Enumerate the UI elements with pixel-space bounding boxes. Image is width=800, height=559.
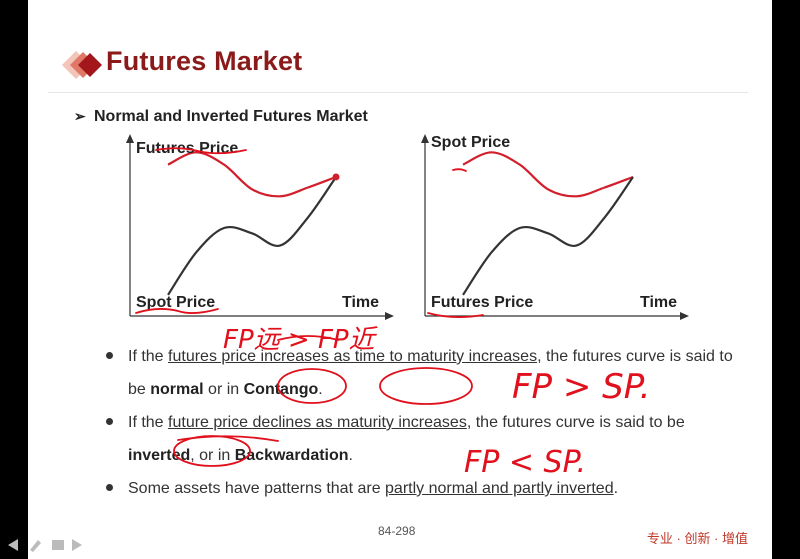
bullet3-text-1: Some assets have patterns that are [128, 480, 386, 497]
bullet3-underlined-phrase: partly normal and partly inverted [385, 480, 614, 497]
bullet-mixed: Some assets have patterns that are partl… [104, 472, 744, 505]
chart2-y-label: Spot Price [431, 134, 510, 151]
previous-slide-icon[interactable] [8, 539, 18, 551]
bullet2-text-1: If the [128, 414, 169, 431]
section-heading-text: Normal and Inverted Futures Market [94, 108, 368, 125]
ink-tick-mark [452, 168, 467, 172]
chart1-end-point [332, 173, 340, 181]
brand-slogan: 专业 · 创新 · 增值 [646, 531, 748, 546]
ink-underline-futures-price-2 [427, 312, 484, 318]
chart2-x-label: Time [640, 294, 677, 311]
bullet1-term-contango: Contango [243, 381, 319, 398]
bullet1-text-1: If the [128, 348, 169, 365]
chart1-x-arrow-icon [385, 312, 394, 320]
slide: Futures Market ➢ Normal and Inverted Futu… [28, 0, 772, 559]
chart1-y-label: Futures Price [136, 140, 238, 157]
section-heading: ➢ Normal and Inverted Futures Market [74, 108, 368, 126]
chart1-x-label: Time [342, 294, 379, 311]
bullet-normal: If the futures price increases as time t… [104, 340, 744, 406]
chart-inverted: Spot Price Futures Price Time [421, 134, 689, 320]
pen-tool-icon[interactable] [30, 540, 41, 552]
next-slide-icon[interactable] [72, 539, 82, 551]
chart2-bottom-label: Futures Price [431, 294, 533, 311]
bullet2-text-4: . [348, 447, 353, 464]
bullet1-text-2: , the futures curve is said to be [128, 348, 733, 398]
title-divider [48, 92, 748, 93]
bullet1-term-normal: normal [150, 381, 204, 398]
chart2-y-arrow-icon [421, 134, 429, 143]
presentation-toolbar [8, 539, 82, 552]
chart-normal: Futures Price Spot Price Time [126, 134, 394, 320]
chart1-series-futures-line [167, 151, 337, 198]
bullet2-term-inverted: inverted [128, 447, 191, 464]
chart2-series-futures-line [462, 176, 634, 296]
bullet-dot-icon [106, 418, 113, 425]
bullet2-text-3: , or in [190, 447, 235, 464]
chart2-x-arrow-icon [680, 312, 689, 320]
chart1-bottom-label: Spot Price [136, 294, 215, 311]
bullet2-term-backwardation: Backwardation [234, 447, 349, 464]
chart2-series-spot-line [462, 151, 634, 198]
bullet-dot-icon [106, 352, 113, 359]
bullet-list: If the futures price increases as time t… [104, 340, 744, 505]
bullet-dot-icon [106, 484, 113, 491]
bullet1-text-4: . [318, 381, 323, 398]
ink-underline-spot-price [135, 308, 219, 314]
ink-underline-futures-price [155, 147, 247, 155]
chart1-y-arrow-icon [126, 134, 134, 143]
bullet2-underlined-phrase: future price declines as maturity increa… [168, 414, 467, 431]
chart1-series-spot-line [167, 176, 337, 296]
bullet1-underlined-phrase: futures price increases as time to matur… [168, 348, 538, 365]
page-number: 84-298 [378, 524, 416, 538]
arrow-bullet-icon: ➢ [74, 108, 86, 124]
page-title: Futures Market [106, 46, 303, 76]
diamond-logo-icon [62, 51, 102, 79]
bullet1-text-3: or in [203, 381, 244, 398]
bullet3-text-2: . [613, 480, 619, 497]
slides-menu-icon[interactable] [52, 540, 64, 550]
bullet2-text-2: , the futures curve is said to be [466, 414, 685, 431]
bullet-inverted: If the future price declines as maturity… [104, 406, 744, 472]
